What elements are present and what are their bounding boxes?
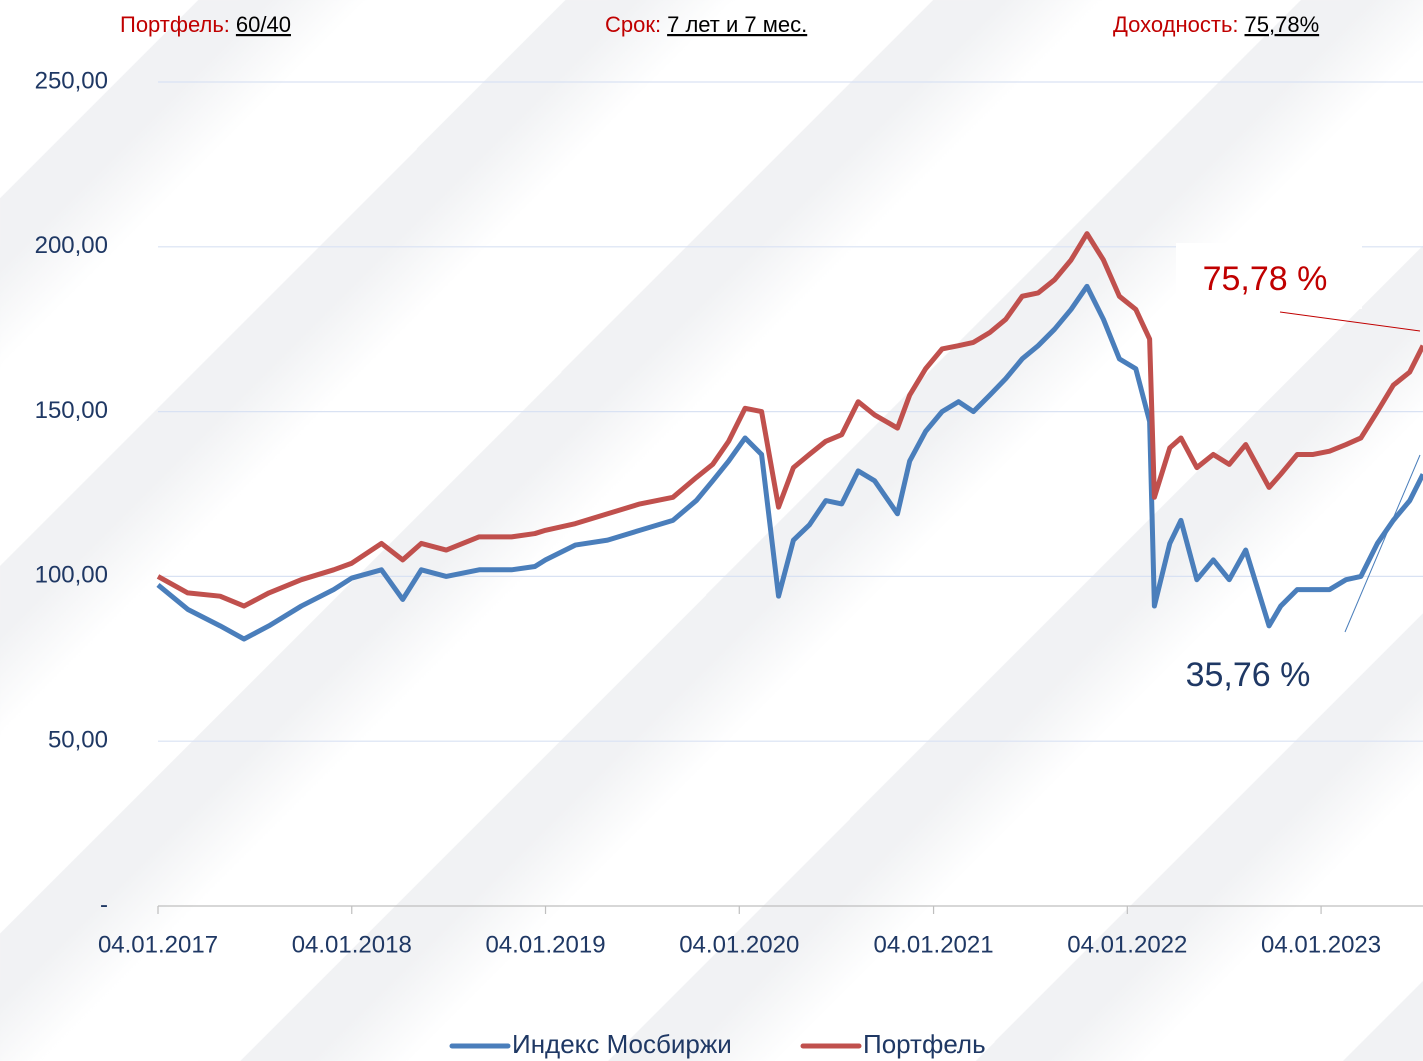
y-tick-label: - bbox=[100, 891, 108, 918]
x-tick-label: 04.01.2022 bbox=[1067, 931, 1187, 958]
header-label: Портфель: bbox=[120, 12, 230, 37]
header-value: 75,78% bbox=[1245, 12, 1320, 37]
leader-line bbox=[1279, 311, 1421, 332]
header-value: 7 лет и 7 мес. bbox=[667, 12, 807, 37]
y-tick-label: 200,00 bbox=[35, 232, 108, 259]
annotation-box bbox=[1176, 243, 1362, 309]
y-tick-label: 50,00 bbox=[48, 727, 108, 754]
header-label: Срок: bbox=[605, 12, 661, 37]
legend-label: Индекс Мосбиржи bbox=[512, 1029, 732, 1059]
x-tick-label: 04.01.2020 bbox=[679, 931, 799, 958]
grid: - 50,00 100,00 150,00 200,00 250,00 04.01.2017… bbox=[35, 67, 1423, 958]
plot bbox=[156, 231, 1423, 642]
header: Портфель: 60/40 Срок: 7 лет и 7 мес. Доходно… bbox=[120, 12, 1319, 37]
annotation: 35,76 % bbox=[1186, 656, 1311, 694]
header-value: 60/40 bbox=[236, 12, 291, 37]
header-item: Доходность: 75,78% bbox=[1113, 12, 1319, 37]
series-line bbox=[156, 283, 1423, 642]
header-label: Доходность: bbox=[1113, 12, 1239, 37]
y-tick-label: 100,00 bbox=[35, 562, 108, 589]
x-tick-label: 04.01.2018 bbox=[292, 931, 412, 958]
legend-label: Портфель bbox=[863, 1029, 986, 1059]
header-item: Портфель: 60/40 bbox=[120, 12, 291, 37]
series-line bbox=[156, 231, 1423, 609]
annotation: 75,78 % bbox=[1203, 260, 1328, 298]
header-item: Срок: 7 лет и 7 мес. bbox=[605, 12, 807, 37]
leader-line bbox=[1344, 454, 1421, 633]
x-tick-label: 04.01.2023 bbox=[1261, 931, 1381, 958]
x-tick-label: 04.01.2017 bbox=[98, 931, 218, 958]
y-tick-label: 250,00 bbox=[35, 67, 108, 94]
x-tick-label: 04.01.2019 bbox=[485, 931, 605, 958]
legend: Индекс Мосбиржи Портфель bbox=[449, 1029, 986, 1059]
y-tick-label: 150,00 bbox=[35, 397, 108, 424]
x-tick-label: 04.01.2021 bbox=[873, 931, 993, 958]
